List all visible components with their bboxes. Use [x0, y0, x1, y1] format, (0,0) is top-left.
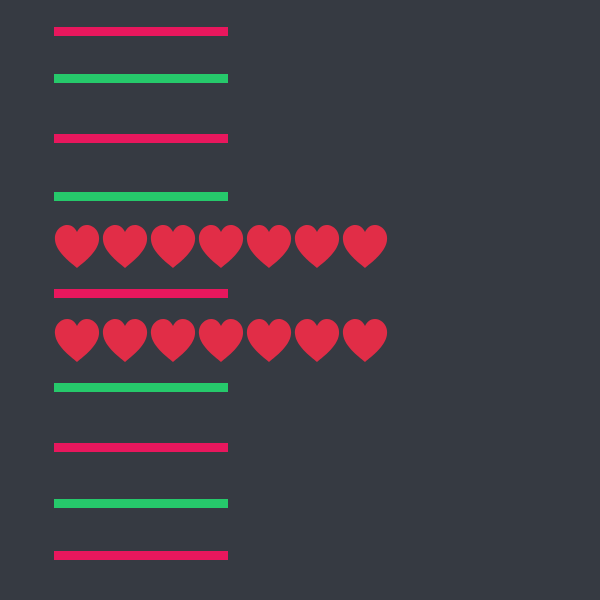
pink-bar-2	[54, 134, 228, 143]
green-bar-2	[54, 192, 228, 201]
pink-bar-5	[54, 551, 228, 560]
heart-icon	[342, 225, 388, 268]
heart-icon	[294, 319, 340, 362]
heart-icon	[102, 319, 148, 362]
pink-bar-1	[54, 27, 228, 36]
heart-icon	[246, 225, 292, 268]
green-bar-1	[54, 74, 228, 83]
heart-icon	[150, 319, 196, 362]
pink-bar-4	[54, 443, 228, 452]
heart-icon	[102, 225, 148, 268]
green-bar-3	[54, 383, 228, 392]
heart-icon	[54, 319, 100, 362]
heart-icon	[294, 225, 340, 268]
heart-icon	[342, 319, 388, 362]
heart-icon	[246, 319, 292, 362]
heart-icon	[198, 319, 244, 362]
heart-icon	[54, 225, 100, 268]
green-bar-4	[54, 499, 228, 508]
pink-bar-3	[54, 289, 228, 298]
heart-icon	[150, 225, 196, 268]
hearts-row-2	[53, 317, 389, 365]
hearts-row-1	[53, 223, 389, 271]
heart-icon	[198, 225, 244, 268]
